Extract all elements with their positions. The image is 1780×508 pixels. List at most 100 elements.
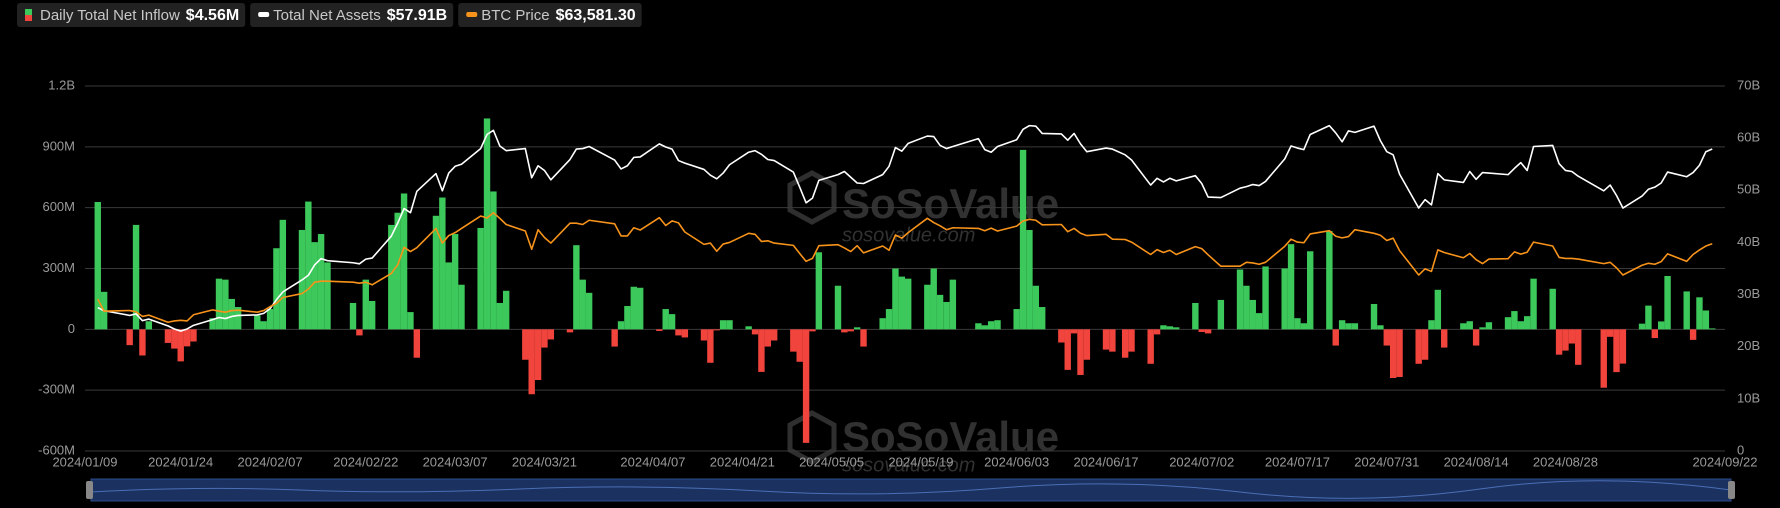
bar: [579, 279, 586, 330]
bar: [1613, 329, 1620, 373]
bar: [439, 197, 446, 330]
bar: [388, 224, 395, 330]
bar: [234, 307, 242, 330]
navigator: [86, 478, 1735, 502]
x-tick-label: 2024/07/17: [1265, 454, 1330, 469]
bar: [1549, 288, 1556, 330]
bar: [1173, 327, 1180, 330]
bar: [1102, 329, 1110, 350]
bar: [547, 329, 555, 340]
bar: [1345, 323, 1352, 330]
bar: [1683, 291, 1690, 330]
bar: [1651, 329, 1659, 339]
bar: [1523, 316, 1531, 330]
bar: [707, 329, 714, 363]
legend-item[interactable]: Daily Total Net Inflow $4.56M: [17, 3, 246, 27]
bar: [1307, 251, 1314, 330]
bar: [1013, 309, 1020, 330]
bar: [1709, 328, 1716, 330]
legend-item[interactable]: BTC Price $63,581.30: [458, 3, 642, 27]
x-tick-label: 2024/04/21: [710, 454, 775, 469]
bar: [177, 329, 184, 362]
legend-value: $63,581.30: [556, 7, 636, 24]
bar: [94, 201, 101, 330]
bar: [758, 329, 765, 372]
legend-icon: [25, 15, 32, 21]
navigator-handle[interactable]: [1728, 481, 1735, 499]
bar: [1083, 329, 1091, 360]
bar: [1479, 327, 1486, 330]
bar: [1338, 320, 1346, 330]
y2-tick-label: 10B: [1737, 390, 1760, 405]
bar: [1109, 329, 1116, 352]
bar: [400, 193, 408, 330]
bar: [407, 312, 414, 330]
legend-label: Total Net Assets: [273, 7, 381, 24]
bar: [490, 191, 497, 330]
bar: [1383, 329, 1390, 346]
legend-icon: [466, 12, 478, 17]
bar: [215, 278, 223, 330]
y-tick-label: 300M: [42, 260, 75, 275]
watermark-icon: [787, 170, 837, 225]
legend-label: Daily Total Net Inflow: [40, 7, 180, 24]
bar: [1294, 318, 1301, 330]
bar: [656, 329, 663, 331]
y-tick-label: 0: [68, 321, 75, 336]
bar: [892, 268, 899, 330]
grid: 1.2B 900M 600M 300M 0 -300M -600M 70B 60B 50B 40B 3…: [38, 77, 1760, 469]
bar: [936, 294, 944, 330]
line: [97, 124, 1713, 332]
bar: [1281, 268, 1288, 330]
bar: [668, 314, 676, 330]
bar: [1217, 299, 1225, 330]
bar: [1064, 329, 1071, 370]
bar: [1466, 321, 1473, 330]
bar: [1562, 329, 1569, 351]
bar: [1032, 285, 1040, 330]
bar: [1638, 323, 1646, 330]
bar: [477, 227, 484, 330]
bar: [209, 318, 216, 330]
bar: [1026, 229, 1033, 330]
navigator-handle[interactable]: [86, 481, 93, 499]
x-tick-label: 2024/03/07: [423, 454, 488, 469]
y2-tick-label: 60B: [1737, 130, 1760, 145]
bar: [1166, 326, 1174, 330]
y2-tick-label: 20B: [1737, 338, 1760, 353]
bar: [228, 298, 235, 330]
bar: [675, 329, 682, 336]
navigator-outline: [90, 480, 1732, 499]
bar: [904, 278, 912, 330]
bar: [534, 329, 542, 381]
bar: [1434, 289, 1442, 330]
navigator-window: [90, 478, 1732, 502]
bar: [1300, 323, 1308, 330]
watermark-site: sosovalue.com: [842, 454, 975, 476]
legend-background: [458, 3, 642, 27]
bar: [483, 118, 491, 330]
bar: [847, 329, 854, 332]
bar: [1555, 329, 1563, 355]
bar: [700, 329, 708, 341]
bar: [1600, 329, 1607, 388]
bar: [1428, 320, 1435, 330]
x-tick-label: 2024/08/28: [1533, 454, 1598, 469]
bar: [183, 329, 191, 347]
bar: [1415, 329, 1422, 364]
bar: [1153, 329, 1161, 335]
legend-item[interactable]: Total Net Assets $57.91B: [250, 3, 454, 27]
bar: [451, 234, 459, 330]
x-tick-label: 2024/07/02: [1169, 454, 1234, 469]
y-tick-label: 900M: [42, 138, 75, 153]
bar: [636, 287, 644, 330]
x-tick-label: 2024/08/14: [1444, 454, 1509, 469]
bar: [1038, 307, 1046, 330]
bar: [975, 323, 982, 330]
bar: [1377, 325, 1384, 330]
watermark-brand: SoSoValue: [842, 413, 1059, 460]
legend-background: [250, 3, 454, 27]
bar: [853, 327, 861, 330]
bar: [1243, 285, 1250, 330]
